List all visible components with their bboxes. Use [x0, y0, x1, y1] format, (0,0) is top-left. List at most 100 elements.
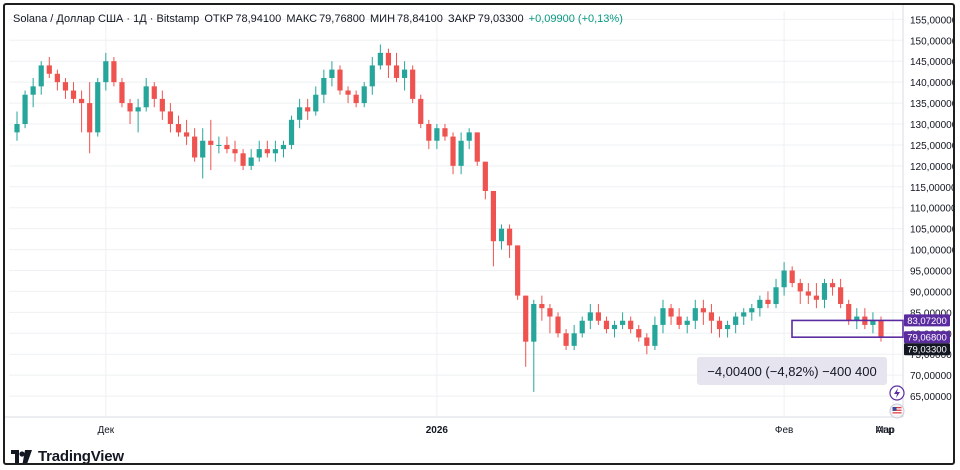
candle-body: [571, 333, 577, 346]
y-tick-label: 100,00000: [910, 246, 955, 257]
candlestick-chart[interactable]: 155,00000 150,00000 145,00000 140,00000 135,…: [5, 5, 955, 465]
candle-body: [515, 245, 521, 296]
price-label-bg: [904, 331, 950, 344]
y-tick-label: 85,00000: [910, 308, 952, 319]
candle-body: [829, 283, 836, 288]
y-tick-label: 135,00000: [910, 99, 955, 110]
candle-body: [87, 103, 93, 133]
candle-body: [644, 337, 650, 346]
candle-body: [280, 144, 287, 150]
y-tick-label: 90,00000: [910, 287, 952, 298]
candle-body: [603, 320, 610, 330]
price-label-bg: [904, 343, 950, 356]
candle-body: [337, 69, 343, 91]
candle-body: [297, 107, 303, 120]
candle-body: [175, 124, 182, 133]
candle-body: [14, 124, 20, 133]
candle-body: [224, 144, 230, 150]
candle-body: [313, 94, 319, 112]
candle-body: [821, 283, 828, 300]
candle-body: [361, 86, 367, 104]
candle-body: [474, 132, 480, 162]
candle-body: [78, 98, 85, 104]
candle-body: [805, 291, 811, 296]
candle-body: [781, 270, 787, 288]
candle-body: [450, 136, 456, 166]
candle-body: [143, 86, 149, 108]
candle-body: [95, 82, 101, 133]
candle-body: [442, 128, 448, 137]
tradingview-logo[interactable]: TradingView: [11, 448, 124, 463]
candle-body: [838, 287, 844, 304]
candle-body: [345, 90, 351, 95]
candle-body: [579, 320, 585, 334]
y-tick-label: 125,00000: [910, 141, 955, 152]
candle-body: [595, 312, 601, 321]
chart-frame: 155,00000 150,00000 145,00000 140,00000 135,…: [3, 3, 955, 465]
candle-body: [183, 132, 190, 137]
candle-body: [264, 149, 270, 154]
flag-icon[interactable]: [889, 403, 905, 419]
candle-body: [62, 82, 69, 91]
candle-body: [547, 308, 553, 317]
x-tick-label: Мар: [875, 425, 895, 436]
y-tick-label: 110,00000: [910, 204, 955, 215]
candle-body: [418, 98, 424, 125]
price-label-bg: [904, 314, 950, 327]
candle-body: [321, 77, 327, 95]
candle-body: [369, 65, 375, 87]
candle-body: [38, 65, 44, 87]
candle-body: [555, 316, 561, 334]
change-value: +0,09900 (+0,13%): [528, 13, 623, 25]
candle-body: [434, 128, 440, 141]
candle-body: [733, 316, 739, 325]
candle-body: [749, 308, 755, 313]
candle-body: [240, 153, 246, 166]
candle-body: [700, 308, 706, 313]
candle-body: [159, 98, 165, 112]
candle-body: [119, 82, 125, 104]
y-tick-label: 155,00000: [910, 15, 955, 26]
candle-body: [870, 320, 876, 325]
candle-body: [708, 312, 715, 321]
candle-body: [54, 73, 60, 83]
y-tick-label: 115,00000: [910, 183, 955, 194]
candle-body: [773, 287, 779, 304]
candle-body: [248, 157, 254, 166]
symbol-name[interactable]: Solana / Доллар США · 1Д · Bitstamp: [13, 13, 200, 25]
candle-body: [757, 299, 763, 309]
candle-body: [216, 144, 222, 146]
candle-body: [628, 320, 634, 330]
lightning-icon[interactable]: [889, 385, 905, 401]
candle-body: [151, 86, 157, 99]
candle-body: [611, 324, 618, 330]
candle-body: [329, 69, 335, 78]
price-label: 83,07200: [907, 316, 947, 327]
candle-body: [531, 303, 537, 342]
candle-body: [167, 111, 174, 125]
candle-body: [878, 320, 884, 338]
y-tick-label: 130,00000: [910, 120, 955, 131]
candle-body: [192, 136, 198, 158]
symbol-header: Solana / Доллар США · 1Д · Bitstamp ОТКР…: [13, 13, 625, 25]
candle-body: [539, 303, 545, 309]
candle-body: [200, 140, 206, 158]
candle-body: [256, 149, 262, 158]
candle-body: [127, 103, 133, 112]
candle-body: [765, 299, 771, 304]
y-tick-label: 150,00000: [910, 36, 955, 47]
low-value: 78,84100: [397, 13, 443, 25]
candle-body: [652, 324, 658, 346]
x-tick-label: 2026: [426, 425, 449, 436]
candle-body: [288, 119, 295, 145]
candle-body: [684, 320, 690, 325]
x-tick-label: Дек: [97, 425, 114, 436]
candle-body: [353, 94, 359, 104]
candle-body: [305, 107, 311, 112]
candle-body: [135, 107, 141, 112]
candle-body: [30, 86, 36, 95]
price-label: 79,03300: [907, 345, 947, 356]
candle-body: [46, 65, 52, 74]
low-label: МИН: [370, 13, 396, 25]
candle-body: [466, 132, 472, 141]
